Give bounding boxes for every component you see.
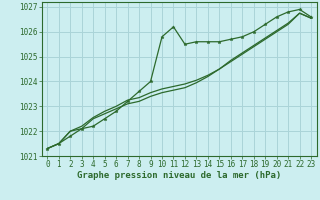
- X-axis label: Graphe pression niveau de la mer (hPa): Graphe pression niveau de la mer (hPa): [77, 171, 281, 180]
